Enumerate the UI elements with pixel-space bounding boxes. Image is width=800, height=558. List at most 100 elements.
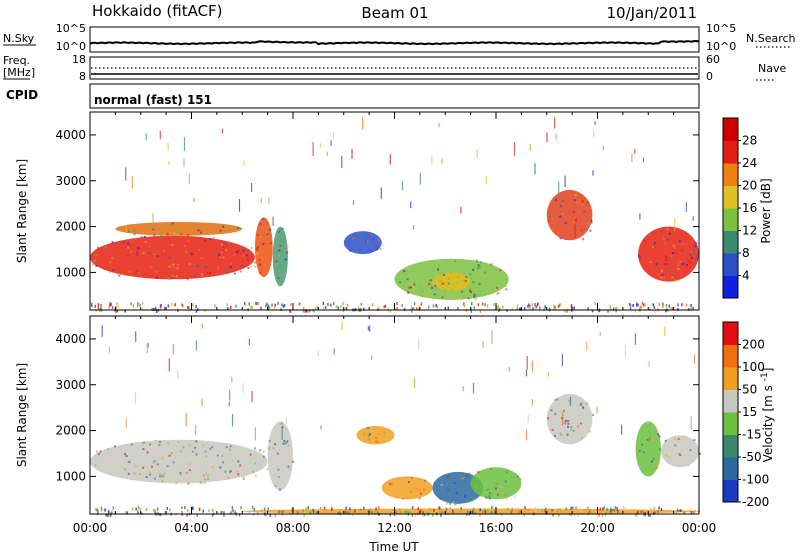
data-speckle — [161, 474, 164, 477]
chart-title: Hokkaido (fitACF) — [92, 2, 223, 20]
data-speckle — [553, 304, 555, 308]
data-speckle — [179, 450, 182, 453]
data-speckle — [404, 282, 407, 285]
data-speckle — [510, 476, 513, 479]
data-speckle — [657, 436, 660, 439]
data-speckle — [206, 474, 209, 477]
data-region — [90, 235, 255, 280]
data-speckle — [446, 485, 449, 488]
data-speckle — [111, 509, 114, 513]
data-speckle — [375, 245, 378, 248]
data-speckle — [479, 309, 482, 313]
data-speckle — [286, 440, 289, 443]
data-speckle — [226, 267, 229, 270]
data-speckle — [298, 302, 301, 306]
data-speckle — [249, 266, 252, 269]
data-speckle — [207, 477, 210, 480]
data-speckle — [248, 338, 250, 346]
data-speckle — [477, 264, 480, 267]
colorbar-tick-label: 4 — [742, 269, 750, 283]
data-speckle — [259, 222, 262, 225]
data-speckle — [237, 460, 240, 463]
data-speckle — [100, 309, 103, 313]
colorbar-tick-label: 100 — [742, 360, 765, 374]
data-speckle — [104, 246, 107, 249]
data-speckle — [125, 167, 127, 181]
data-speckle — [583, 210, 586, 213]
data-speckle — [660, 230, 663, 233]
data-speckle — [499, 269, 502, 272]
freq-tick-top: 18 — [72, 53, 86, 66]
data-speckle — [175, 233, 178, 236]
data-speckle — [143, 273, 146, 276]
data-speckle — [601, 513, 604, 517]
colorbar-swatch — [723, 253, 738, 276]
data-speckle — [591, 413, 594, 416]
data-speckle — [433, 293, 436, 296]
data-speckle — [266, 468, 269, 471]
data-speckle — [411, 513, 414, 517]
data-speckle — [545, 507, 547, 511]
data-speckle — [330, 140, 332, 147]
data-speckle — [181, 511, 183, 514]
data-speckle — [188, 173, 190, 185]
data-speckle — [588, 220, 591, 223]
data-speckle — [581, 437, 584, 440]
data-speckle — [572, 429, 575, 432]
data-speckle — [460, 206, 462, 214]
data-speckle — [109, 271, 111, 273]
data-speckle — [259, 236, 262, 238]
data-speckle — [570, 426, 573, 429]
data-speckle — [375, 510, 377, 514]
data-speckle — [567, 422, 570, 425]
data-speckle — [694, 250, 697, 253]
data-speckle — [127, 226, 129, 229]
data-speckle — [479, 508, 481, 512]
data-speckle — [559, 205, 562, 208]
data-speckle — [649, 513, 651, 517]
data-speckle — [140, 271, 143, 274]
data-speckle — [565, 309, 567, 313]
data-speckle — [646, 438, 649, 441]
data-speckle — [650, 507, 652, 510]
velocity-colorbar-label: Velocity [m s -1] — [760, 368, 775, 463]
data-speckle — [158, 440, 161, 443]
data-speckle — [367, 236, 369, 239]
data-speckle — [648, 437, 651, 440]
data-speckle — [399, 509, 402, 513]
data-speckle — [438, 122, 440, 128]
data-speckle — [195, 262, 198, 265]
data-speckle — [472, 383, 475, 394]
data-speckle — [342, 309, 345, 313]
data-speckle — [283, 303, 286, 307]
data-speckle — [407, 510, 410, 514]
data-speckle — [585, 402, 588, 405]
data-speckle — [677, 263, 680, 266]
data-speckle — [683, 511, 686, 514]
data-speckle — [268, 446, 271, 449]
colorbar-swatch — [723, 367, 738, 390]
nsearch-label: N.Search — [746, 32, 796, 45]
data-speckle — [561, 199, 564, 202]
data-speckle — [391, 482, 394, 485]
data-speckle — [438, 280, 441, 283]
data-speckle — [156, 509, 159, 513]
data-region — [343, 231, 382, 255]
data-speckle — [280, 422, 283, 425]
data-speckle — [490, 511, 493, 515]
data-speckle — [558, 303, 561, 307]
data-speckle — [158, 471, 161, 474]
data-speckle — [598, 513, 600, 517]
data-speckle — [262, 242, 265, 245]
colorbar-swatch — [723, 118, 738, 141]
data-speckle — [211, 513, 214, 517]
data-speckle — [413, 225, 415, 230]
data-speckle — [687, 464, 690, 467]
data-speckle — [242, 383, 244, 393]
data-speckle — [549, 215, 552, 218]
data-speckle — [197, 229, 200, 232]
data-speckle — [143, 441, 146, 444]
data-speckle — [685, 303, 688, 307]
data-speckle — [493, 303, 495, 306]
data-speckle — [482, 510, 484, 514]
